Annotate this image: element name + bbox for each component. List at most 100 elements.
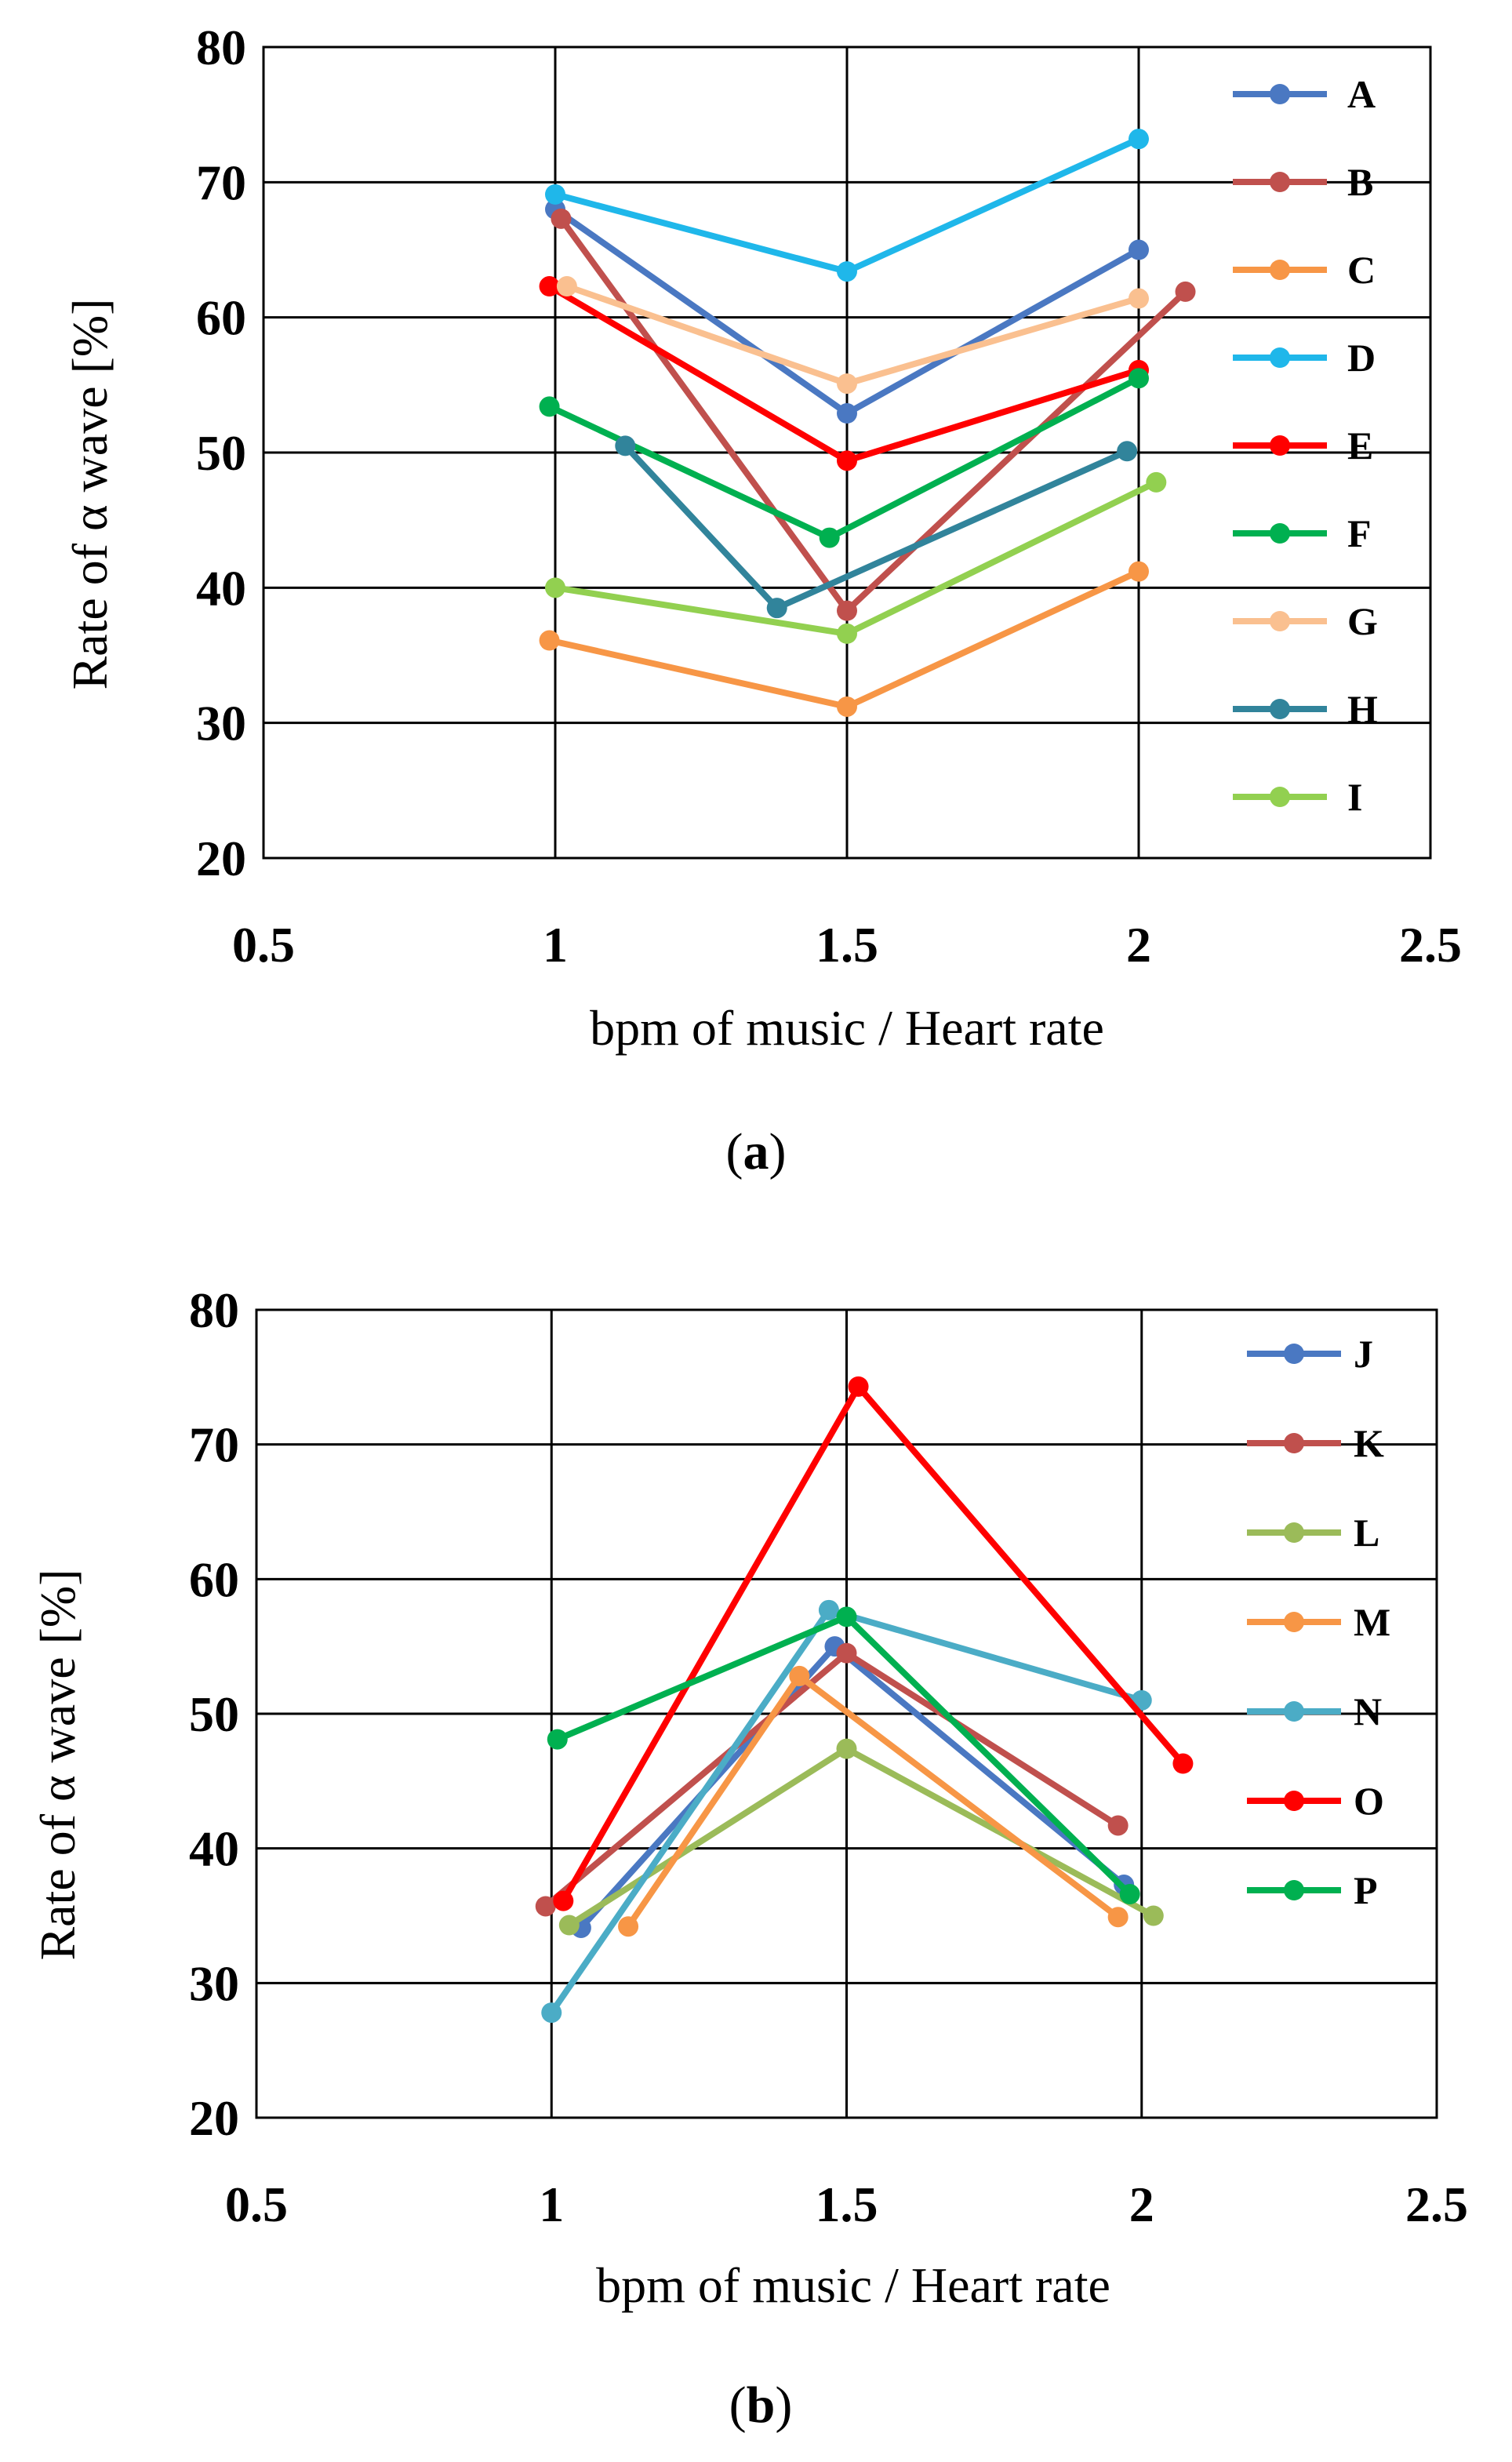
data-point-n: [541, 2002, 562, 2024]
legend-marker-c: [1270, 260, 1290, 280]
legend-label-n: N: [1354, 1689, 1382, 1733]
x-ticks-b: 0.5 1 1.5 2 2.5: [225, 2177, 1468, 2232]
series-o: [553, 1376, 1194, 1911]
data-point-c: [837, 696, 857, 717]
data-point-c: [1129, 561, 1149, 582]
data-point-o: [1172, 1753, 1194, 1774]
legend-item-b: B: [1233, 160, 1373, 204]
series-p: [547, 1606, 1140, 1905]
x-tick-label: 1.5: [816, 917, 878, 973]
y-tick-label: 70: [196, 155, 246, 210]
series-a: [545, 198, 1149, 424]
series-i: [545, 471, 1167, 644]
y-tick-label: 80: [189, 1282, 239, 1338]
legend-label-j: J: [1354, 1332, 1373, 1376]
data-point-m: [789, 1665, 810, 1686]
legend-marker-n: [1284, 1701, 1304, 1722]
legend-label-o: O: [1354, 1779, 1384, 1823]
series-line-j: [577, 1643, 1128, 1931]
y-tick-label: 50: [189, 1686, 239, 1742]
data-point-f: [1129, 368, 1149, 389]
data-point-d: [837, 261, 857, 282]
x-tick-label: 2.5: [1405, 2177, 1468, 2232]
legend-label-f: F: [1347, 511, 1372, 555]
data-point-i: [1146, 471, 1167, 493]
x-tick-label: 0.5: [232, 917, 295, 973]
legend-label-m: M: [1354, 1600, 1390, 1644]
data-point-d: [1129, 129, 1149, 150]
legend-marker-b: [1270, 172, 1290, 192]
y-tick-label: 70: [189, 1417, 239, 1473]
legend-label-a: A: [1347, 72, 1376, 116]
data-point-e: [539, 276, 560, 297]
legend-b: J K L M N O P: [1247, 1332, 1390, 1912]
series-k: [535, 1642, 1129, 1917]
data-point-g: [837, 373, 857, 395]
y-tick-label: 80: [196, 20, 246, 75]
legend-marker-g: [1270, 611, 1290, 631]
caption-b: (b): [729, 2377, 793, 2434]
caption-letter-a: a: [743, 1123, 769, 1180]
x-tick-label: 0.5: [225, 2177, 288, 2232]
legend-item-d: D: [1233, 336, 1376, 380]
legend-item-n: N: [1247, 1689, 1382, 1733]
legend-label-p: P: [1354, 1868, 1378, 1912]
y-tick-label: 40: [196, 560, 246, 616]
legend-item-c: C: [1233, 248, 1376, 292]
data-point-o: [848, 1376, 869, 1397]
y-tick-label: 30: [189, 1955, 239, 2011]
series-d: [545, 129, 1149, 282]
legend-label-e: E: [1347, 424, 1373, 467]
x-tick-label: 1.5: [816, 2177, 878, 2232]
y-tick-label: 60: [189, 1551, 239, 1607]
y-tick-label: 60: [196, 290, 246, 346]
y-tick-label: 20: [196, 831, 246, 886]
legend-marker-m: [1284, 1612, 1304, 1632]
legend-item-f: F: [1233, 511, 1372, 555]
series-l: [558, 1738, 1164, 1936]
legend-marker-a: [1270, 84, 1290, 104]
data-point-l: [836, 1738, 857, 1759]
legend-label-b: B: [1347, 160, 1373, 204]
data-point-o: [553, 1890, 574, 1911]
x-axis-label-b: bpm of music / Heart rate: [596, 2257, 1110, 2313]
legend-item-k: K: [1247, 1421, 1384, 1465]
series-f: [539, 368, 1149, 548]
series-n: [541, 1599, 1152, 2024]
series-g: [556, 276, 1149, 395]
data-point-m: [618, 1916, 639, 1937]
data-point-p: [1119, 1884, 1140, 1905]
legend-item-m: M: [1247, 1600, 1390, 1644]
legend-marker-e: [1270, 435, 1290, 456]
legend-item-g: G: [1233, 599, 1378, 643]
data-point-d: [545, 184, 565, 205]
series-a: [539, 129, 1196, 717]
legend-marker-i: [1270, 787, 1290, 807]
legend-item-i: I: [1233, 775, 1362, 819]
data-point-h: [766, 598, 787, 619]
series-c: [539, 561, 1149, 717]
legend-marker-j: [1284, 1344, 1304, 1364]
data-point-b: [1175, 281, 1196, 302]
legend-item-e: E: [1233, 424, 1373, 467]
legend-marker-d: [1270, 347, 1290, 368]
x-tick-label: 2: [1129, 2177, 1154, 2232]
y-ticks-a: 20 30 40 50 60 70 80: [196, 20, 246, 886]
chart-b: 20 30 40 50 60 70 80 0.5 1 1.5 2 2.5 J K L M N O P bpm o…: [30, 1282, 1468, 2434]
x-tick-label: 1: [539, 2177, 564, 2232]
legend-marker-k: [1284, 1433, 1304, 1453]
legend-item-p: P: [1247, 1868, 1378, 1912]
legend-item-l: L: [1247, 1511, 1379, 1555]
data-point-k: [1107, 1815, 1129, 1836]
legend-label-h: H: [1347, 687, 1378, 731]
data-point-h: [615, 435, 636, 456]
legend-marker-h: [1270, 699, 1290, 719]
data-point-g: [556, 276, 577, 297]
legend-label-l: L: [1354, 1511, 1379, 1555]
caption-letter-b: b: [747, 2377, 776, 2434]
legend-label-g: G: [1347, 599, 1378, 643]
series-h: [615, 435, 1138, 619]
y-tick-label: 40: [189, 1821, 239, 1877]
